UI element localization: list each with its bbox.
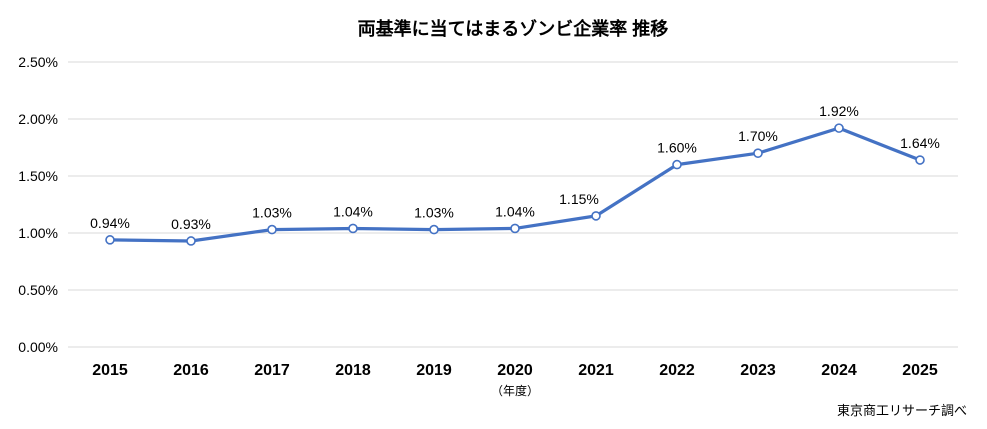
data-point-label: 1.70% (738, 128, 778, 144)
y-axis-tick-label: 0.50% (18, 282, 58, 298)
x-axis-tick-label: 2024 (821, 362, 857, 379)
x-axis-tick-label: 2025 (902, 362, 938, 379)
data-point-marker (510, 223, 520, 234)
data-point-marker (915, 155, 925, 165)
x-axis-tick-label: 2021 (578, 362, 614, 379)
data-point-label: 1.04% (495, 203, 535, 219)
data-point-label: 1.03% (414, 205, 454, 221)
data-point-marker (429, 224, 439, 235)
data-point-label: 0.93% (171, 216, 211, 232)
data-point-label: 1.92% (819, 103, 859, 119)
source-note: 東京商工リサーチ調べ (836, 403, 967, 418)
y-axis-tick-label: 0.00% (18, 339, 58, 355)
data-point-marker (753, 148, 763, 158)
data-point-label: 1.04% (333, 203, 373, 219)
data-point-marker (348, 223, 358, 234)
data-point-marker (591, 211, 601, 221)
data-point-marker (672, 159, 682, 170)
x-axis-unit-label: （年度） (490, 384, 539, 398)
y-axis-tick-label: 1.50% (18, 168, 58, 184)
data-point-marker (105, 235, 115, 245)
x-axis-tick-label: 2022 (659, 362, 695, 379)
x-axis-tick-label: 2018 (335, 362, 371, 379)
data-point-label: 1.15% (559, 191, 599, 207)
data-point-marker (834, 123, 844, 133)
y-axis-tick-label: 2.50% (18, 54, 58, 70)
y-axis-tick-label: 1.00% (18, 225, 58, 241)
x-axis-tick-label: 2023 (740, 362, 776, 379)
x-axis-tick-label: 2020 (497, 362, 533, 379)
data-point-label: 1.64% (900, 135, 940, 151)
chart-title: 両基準に当てはまるゾンビ企業率 推移 (357, 19, 669, 39)
x-axis-tick-label: 2016 (173, 362, 209, 379)
data-point-label: 1.60% (657, 140, 697, 156)
data-point-label: 0.94% (90, 215, 130, 231)
y-axis-tick-label: 2.00% (18, 111, 58, 127)
x-axis-tick-label: 2019 (416, 362, 452, 379)
data-point-marker (267, 224, 277, 235)
data-point-label: 1.03% (252, 205, 292, 221)
x-axis-tick-label: 2015 (92, 362, 128, 379)
x-axis-tick-label: 2017 (254, 362, 290, 379)
data-point-marker (186, 236, 196, 246)
